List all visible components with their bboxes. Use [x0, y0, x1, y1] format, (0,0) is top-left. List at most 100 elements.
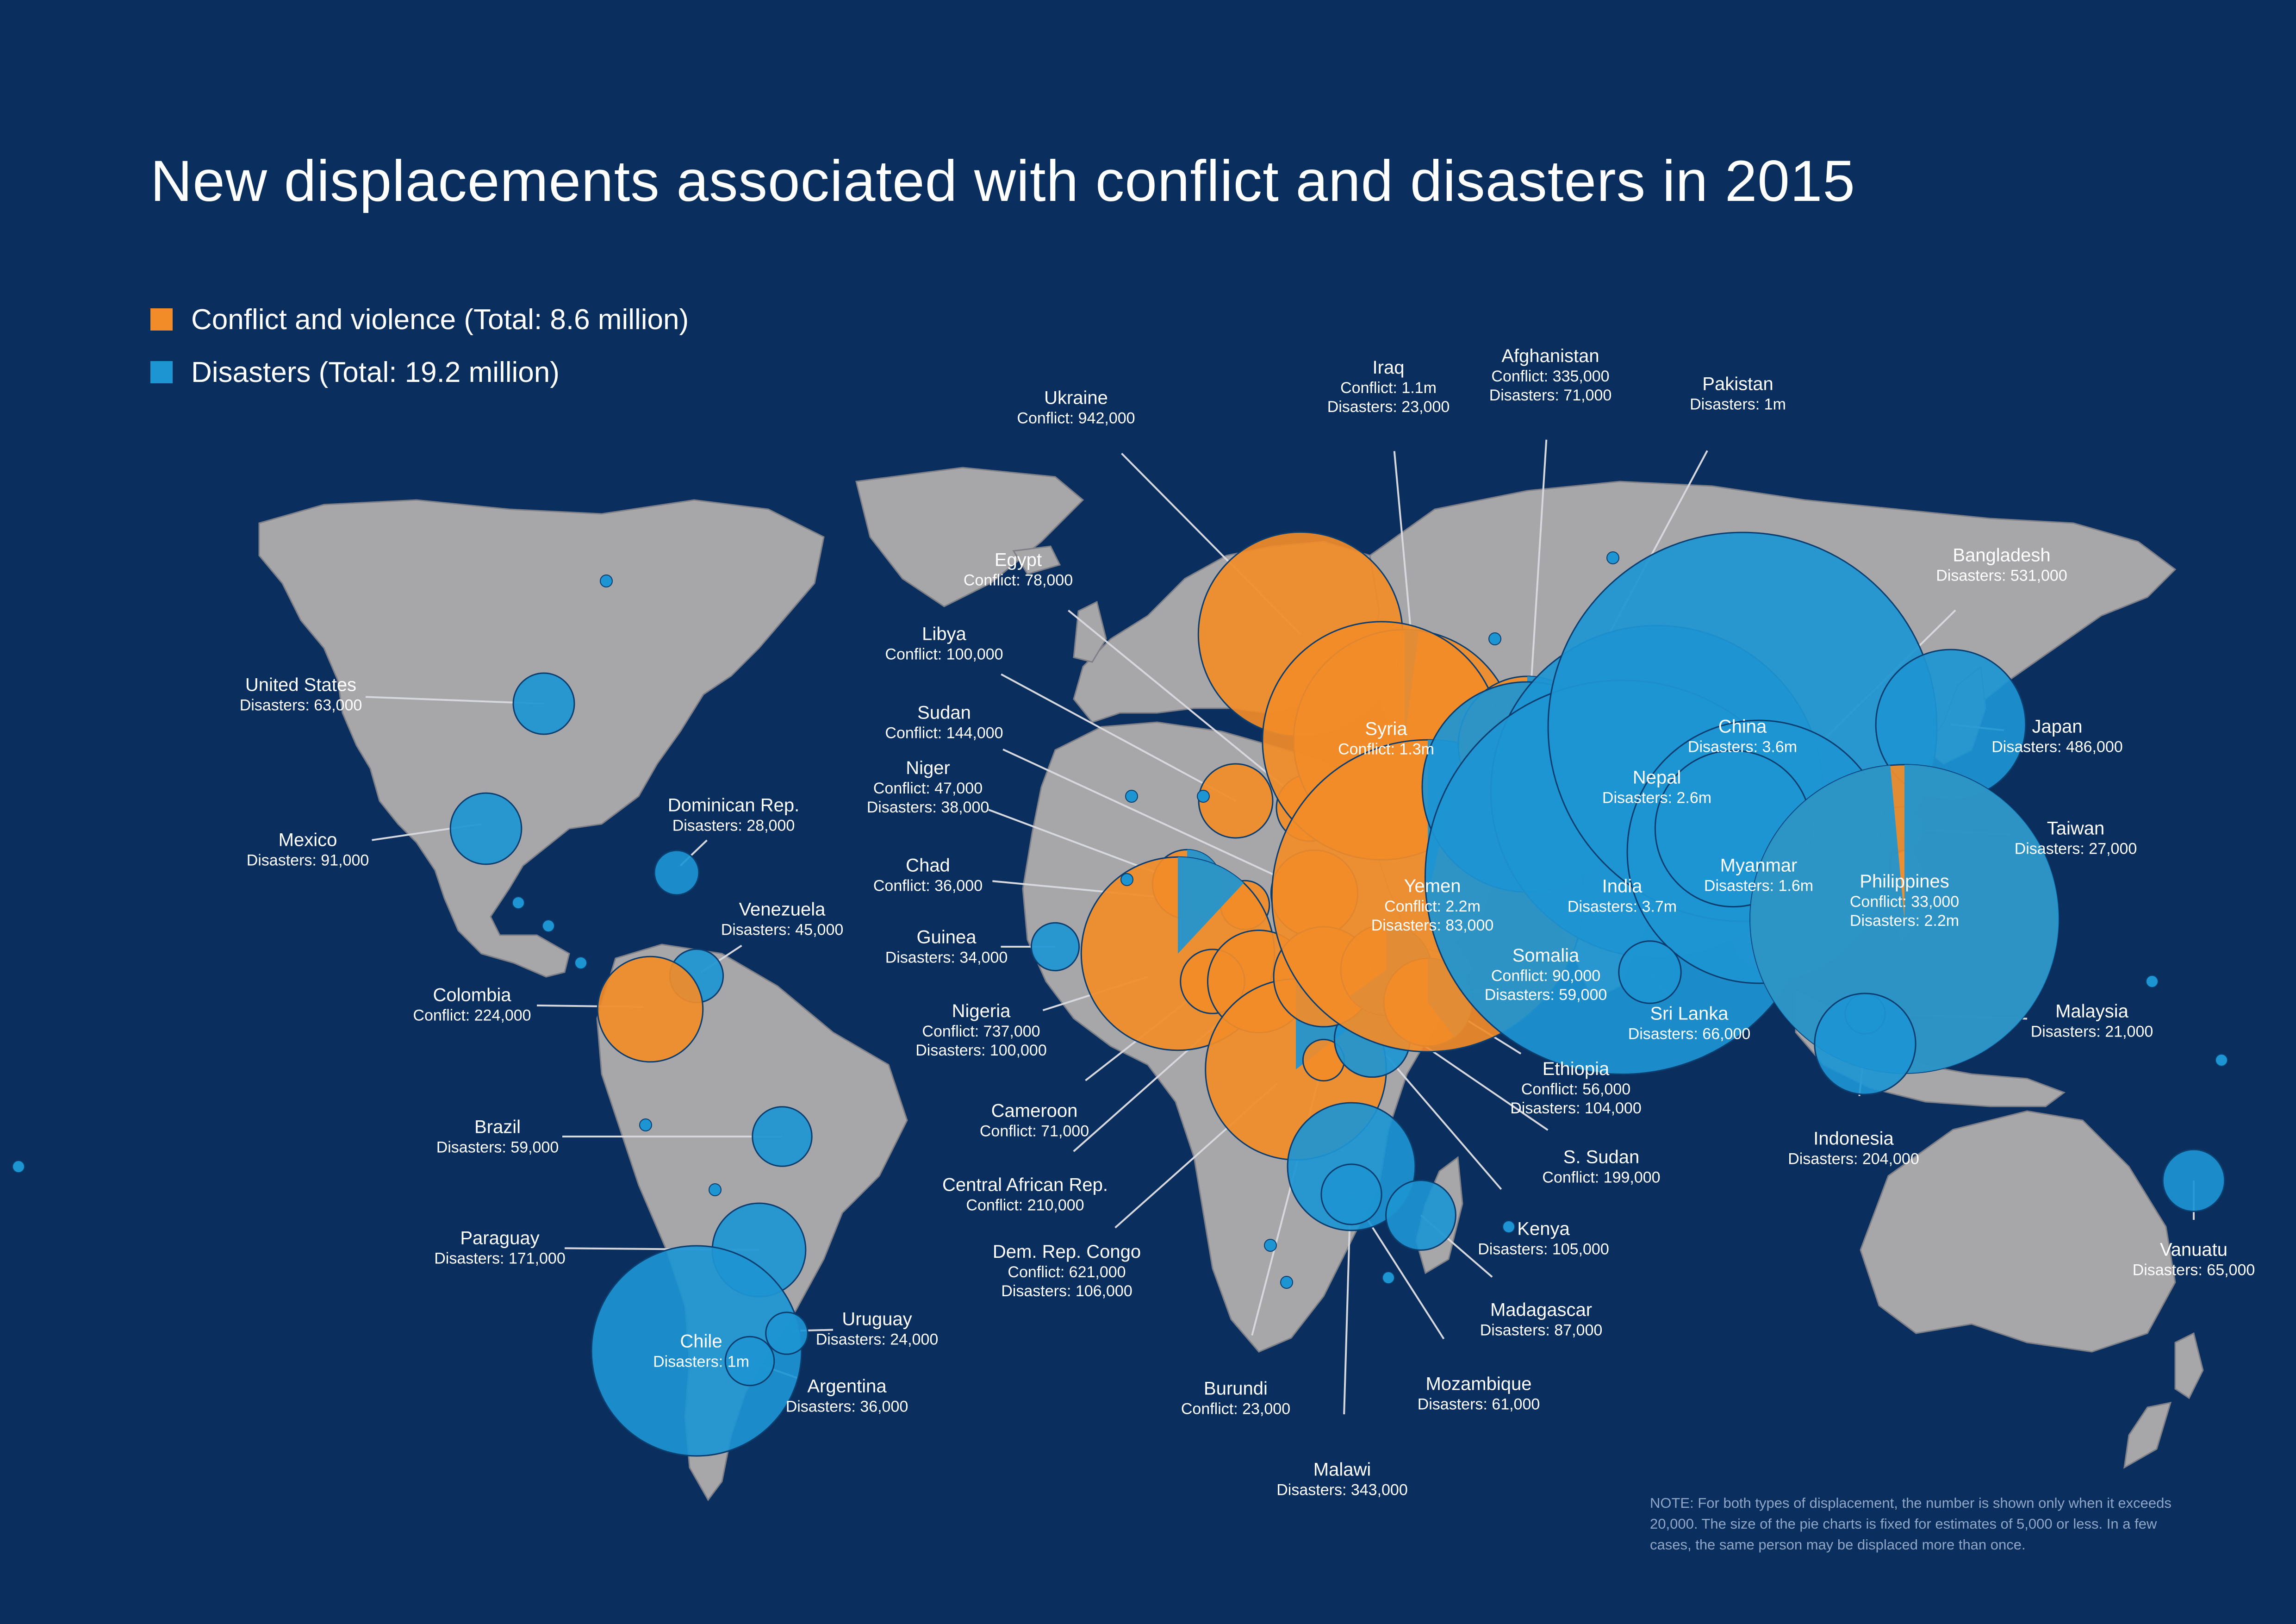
country-name: Guinea	[916, 927, 977, 948]
pie-guinea	[1030, 922, 1080, 972]
slice-conflict	[597, 956, 704, 1063]
country-name: Egypt	[994, 550, 1042, 570]
pie-dominican-rep	[653, 849, 700, 896]
legend-item-conflict: Conflict and violence (Total: 8.6 millio…	[150, 296, 689, 343]
small-displacement-dot	[512, 896, 525, 909]
legend-item-disasters: Disasters (Total: 19.2 million)	[150, 349, 689, 395]
label-sri-lanka: Sri Lanka Disasters: 66,000	[1628, 1003, 1751, 1044]
displacement-value: Disasters: 204,000	[1788, 1150, 1919, 1168]
displacement-value: Disasters: 171,000	[434, 1249, 566, 1268]
small-displacement-dot	[1264, 1239, 1277, 1252]
label-mozambique: Mozambique Disasters: 61,000	[1418, 1373, 1540, 1414]
displacement-value: Conflict: 210,000	[966, 1196, 1084, 1214]
country-name: Cameroon	[991, 1100, 1078, 1121]
country-name: Chad	[906, 855, 950, 876]
pie-colombia	[597, 956, 704, 1063]
uk-landmass	[1073, 600, 1107, 663]
displacement-value: Conflict: 47,000	[873, 780, 983, 798]
label-chile: Chile Disasters: 1m	[653, 1330, 749, 1372]
label-dem-rep-congo: Dem. Rep. Congo Conflict: 621,000 Disaster…	[993, 1241, 1141, 1301]
iceland-landmass	[1012, 545, 1061, 575]
country-name: S. Sudan	[1563, 1147, 1640, 1168]
slice-disasters	[1618, 940, 1682, 1004]
displacement-value: Conflict: 100,000	[885, 645, 1003, 663]
pie-sri-lanka	[1618, 940, 1682, 1004]
displacement-value: Conflict: 621,000	[1008, 1263, 1126, 1281]
displacement-value: Disasters: 3.7m	[1567, 898, 1677, 916]
label-libya: Libya Conflict: 100,000	[885, 623, 1003, 664]
displacement-value: Disasters: 486,000	[1991, 738, 2123, 756]
displacement-value: Disasters: 63,000	[239, 696, 362, 714]
displacement-value: Disasters: 65,000	[2132, 1261, 2255, 1279]
country-name: Bangladesh	[1953, 545, 2051, 566]
small-displacement-dot	[2146, 975, 2159, 988]
displacement-value: Conflict: 78,000	[963, 571, 1073, 589]
slice-disasters	[1814, 993, 1916, 1095]
small-displacement-dot	[1280, 1276, 1293, 1289]
displacement-value: Conflict: 2.2m	[1384, 898, 1481, 916]
slice-disasters	[1030, 922, 1080, 972]
displacement-value: Conflict: 23,000	[1181, 1400, 1291, 1418]
country-name: Burundi	[1204, 1378, 1268, 1399]
pie-madagascar	[1385, 1180, 1456, 1251]
country-name: Ukraine	[1044, 387, 1108, 408]
displacement-value: Conflict: 56,000	[1521, 1081, 1631, 1099]
displacement-value: Conflict: 33,000	[1849, 893, 1960, 911]
pie-chile	[591, 1245, 803, 1457]
displacement-value: Disasters: 3.6m	[1687, 738, 1798, 756]
pie-uruguay	[765, 1312, 809, 1355]
country-name: Colombia	[433, 985, 511, 1006]
label-uruguay: Uruguay Disasters: 24,000	[816, 1308, 939, 1349]
small-displacement-dot	[1197, 790, 1210, 803]
disasters-swatch	[150, 361, 173, 383]
displacement-value: Disasters: 83,000	[1371, 917, 1494, 934]
displacement-value: Conflict: 71,000	[979, 1122, 1089, 1140]
displacement-value: Disasters: 87,000	[1480, 1321, 1603, 1339]
label-kenya: Kenya Disasters: 105,000	[1478, 1218, 1609, 1259]
small-displacement-dot	[1606, 551, 1619, 564]
label-paraguay: Paraguay Disasters: 171,000	[434, 1227, 566, 1268]
pie-libya	[1198, 763, 1274, 839]
label-china: China Disasters: 3.6m	[1688, 716, 1797, 757]
displacement-value: Conflict: 36,000	[873, 877, 983, 895]
country-name: Iraq	[1372, 357, 1405, 378]
small-displacement-dot	[1488, 632, 1501, 645]
small-displacement-dot	[639, 1118, 652, 1131]
displacement-value: Disasters: 23,000	[1327, 398, 1450, 416]
country-name: Dem. Rep. Congo	[992, 1242, 1141, 1262]
country-name: India	[1602, 876, 1643, 897]
displacement-value: Disasters: 71,000	[1489, 387, 1612, 404]
country-name: Dominican Rep.	[667, 795, 800, 816]
label-ukraine: Ukraine Conflict: 942,000	[1017, 387, 1135, 428]
country-name: Malawi	[1313, 1459, 1371, 1480]
displacement-value: Disasters: 21,000	[2030, 1023, 2153, 1041]
australia-landmass	[1860, 1110, 2176, 1353]
country-name: Paraguay	[460, 1228, 540, 1249]
country-name: United States	[245, 675, 357, 695]
footnote: NOTE: For both types of displacement, th…	[1650, 1495, 2172, 1553]
label-guinea: Guinea Disasters: 34,000	[885, 926, 1008, 968]
slice-disasters	[449, 792, 523, 865]
label-burundi: Burundi Conflict: 23,000	[1181, 1378, 1290, 1419]
displacement-value: Disasters: 2.2m	[1849, 912, 1960, 930]
label-colombia: Colombia Conflict: 224,000	[413, 984, 531, 1025]
displacement-value: Disasters: 104,000	[1510, 1099, 1642, 1117]
label-somalia: Somalia Conflict: 90,000 Disasters: 59,000	[1485, 944, 1607, 1005]
label-afghanistan: Afghanistan Conflict: 335,000 Disasters: 7…	[1489, 345, 1612, 405]
country-name: Central African Rep.	[942, 1174, 1108, 1195]
pie-united-states	[512, 672, 575, 735]
label-myanmar: Myanmar Disasters: 1.6m	[1704, 855, 1813, 896]
label-s-sudan: S. Sudan Conflict: 199,000	[1542, 1146, 1660, 1187]
displacement-value: Disasters: 66,000	[1628, 1025, 1751, 1043]
country-name: Philippines	[1860, 871, 1949, 892]
slice-disasters	[512, 672, 575, 735]
country-name: Ethiopia	[1542, 1059, 1610, 1080]
small-displacement-dot	[1382, 1271, 1395, 1284]
country-name: Malaysia	[2055, 1001, 2128, 1022]
country-name: Taiwan	[2047, 818, 2105, 839]
displacement-value: Conflict: 1.1m	[1340, 379, 1437, 397]
label-india: India Disasters: 3.7m	[1568, 875, 1677, 917]
pie-indonesia	[1814, 993, 1916, 1095]
displacement-value: Conflict: 144,000	[885, 724, 1003, 742]
